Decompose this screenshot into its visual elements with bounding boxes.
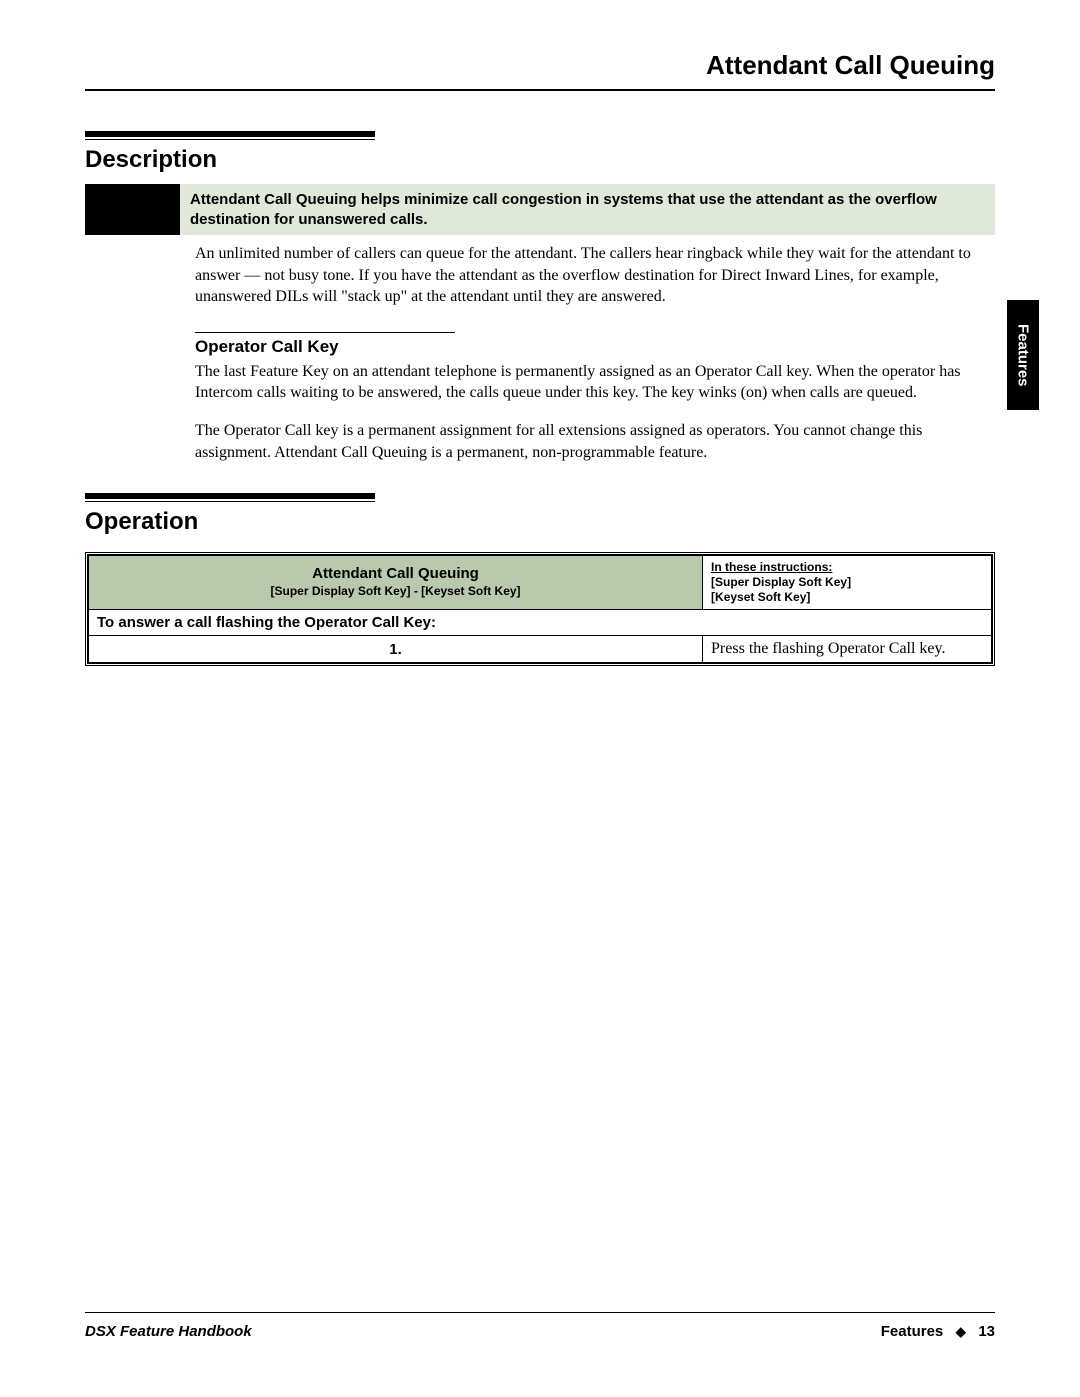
footer-handbook-title: DSX Feature Handbook [85,1323,252,1340]
table-subheader: To answer a call flashing the Operator C… [89,610,992,636]
table-row: 1. Press the flashing Operator Call key. [89,636,992,663]
heading-rule-thick [85,131,375,137]
side-tab-features: Features [1007,300,1039,410]
diamond-icon: ◆ [956,1324,966,1339]
instructions-line-3: [Keyset Soft Key] [711,590,810,604]
heading-rule-thick [85,493,375,499]
operator-call-key-heading: Operator Call Key [195,337,995,357]
footer-page-number: 13 [978,1323,995,1340]
instructions-line-2: [Super Display Soft Key] [711,575,851,589]
description-callout: Attendant Call Queuing helps minimize ca… [85,184,995,235]
footer-page-info: Features ◆ 13 [881,1323,995,1340]
table-header-subtitle: [Super Display Soft Key] - [Keyset Soft … [270,584,520,598]
operation-heading-block: Operation [85,493,995,536]
document-page: Attendant Call Queuing Description Atten… [85,50,995,1340]
instructions-label: In these instructions: [711,560,832,574]
table-header-right: In these instructions: [Super Display So… [703,556,992,610]
page-title: Attendant Call Queuing [85,50,995,89]
title-rule [85,89,995,91]
footer-section-label: Features [881,1323,944,1340]
operation-heading: Operation [85,508,995,536]
step-text: Press the flashing Operator Call key. [703,636,992,663]
page-footer: DSX Feature Handbook Features ◆ 13 [85,1312,995,1340]
description-body-2: The last Feature Key on an attendant tel… [195,361,995,404]
table-header-row: Attendant Call Queuing [Super Display So… [89,556,992,610]
sub-heading-rule [195,332,455,333]
description-heading: Description [85,146,995,174]
operation-table: Attendant Call Queuing [Super Display So… [85,552,995,666]
heading-rule-thin [85,501,375,502]
description-heading-block: Description [85,131,995,174]
table-header-title: Attendant Call Queuing [97,565,694,582]
table-header-left: Attendant Call Queuing [Super Display So… [89,556,703,610]
heading-rule-thin [85,139,375,140]
description-body-3: The Operator Call key is a permanent ass… [195,420,995,463]
callout-accent-block [85,184,180,235]
table-subheader-row: To answer a call flashing the Operator C… [89,610,992,636]
description-body-1: An unlimited number of callers can queue… [195,243,995,308]
step-number: 1. [89,636,703,663]
callout-text: Attendant Call Queuing helps minimize ca… [180,184,995,235]
footer-rule [85,1312,995,1313]
